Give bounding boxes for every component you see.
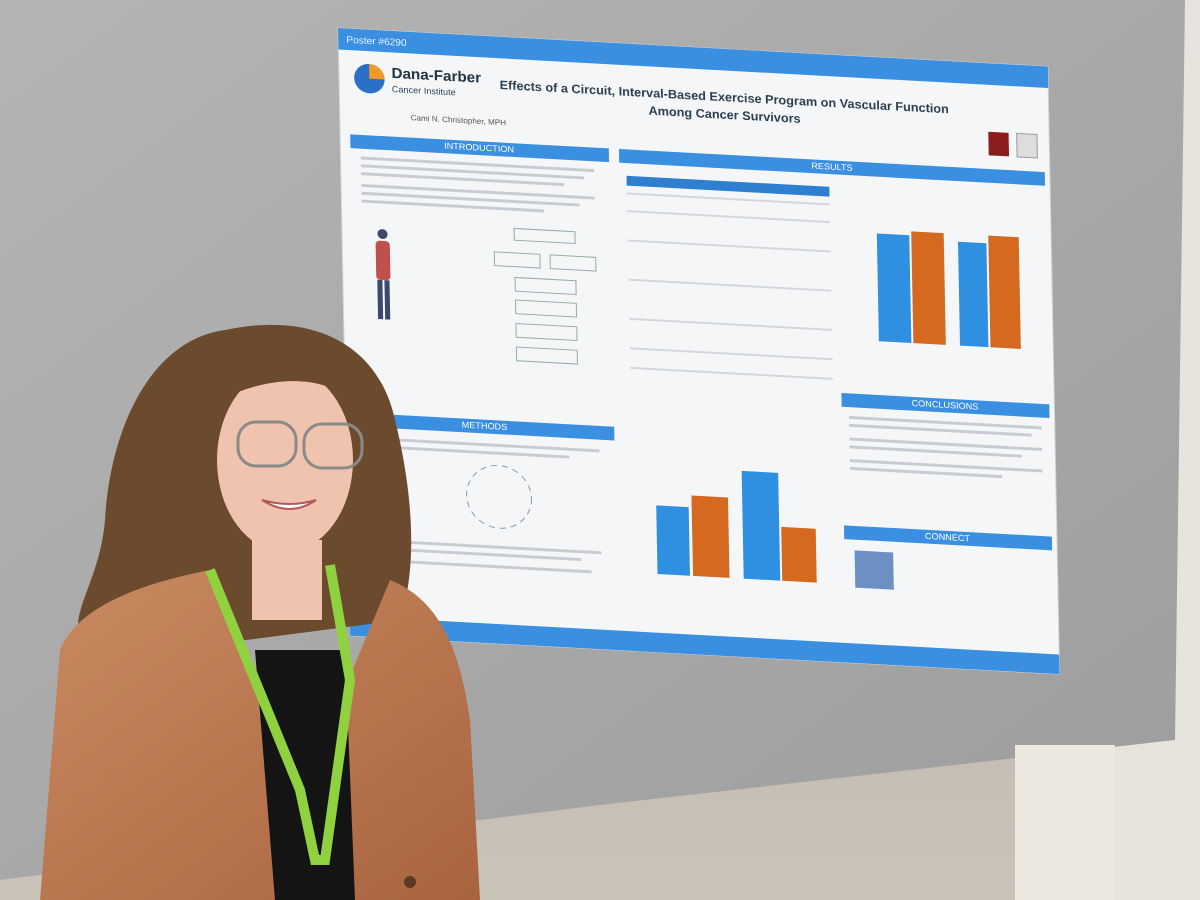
glasses bbox=[302, 422, 364, 470]
harvard-shield bbox=[988, 131, 1010, 157]
section-bar bbox=[618, 148, 1046, 186]
poster-number: Poster #6290 bbox=[346, 35, 407, 49]
hms-shield bbox=[1016, 132, 1038, 159]
diagram-boxes bbox=[493, 227, 597, 365]
poster: Poster #6290 Dana-Farber Cancer Institut… bbox=[337, 27, 1061, 675]
poster-footer-bar bbox=[349, 616, 1060, 675]
section-title: METHODS bbox=[462, 420, 508, 432]
section-title: INTRODUCTION bbox=[444, 141, 514, 155]
section-bar bbox=[355, 412, 615, 441]
body-figure bbox=[375, 229, 391, 320]
button bbox=[404, 876, 416, 888]
table-header bbox=[626, 175, 830, 197]
text-lines bbox=[848, 415, 1043, 479]
section-bar bbox=[841, 393, 1050, 419]
poster-chart bbox=[876, 231, 1021, 349]
qr-code bbox=[854, 550, 894, 590]
neck bbox=[252, 540, 322, 620]
person bbox=[40, 324, 480, 900]
lanyard bbox=[205, 564, 356, 865]
text-lines bbox=[360, 156, 595, 213]
text-lines bbox=[366, 436, 602, 574]
org-name: Dana-Farber bbox=[391, 65, 481, 87]
section-title: CONNECT bbox=[925, 531, 971, 543]
poster-header-bar bbox=[338, 28, 1049, 89]
glasses bbox=[236, 420, 298, 468]
jacket bbox=[40, 570, 480, 900]
smile bbox=[261, 499, 317, 510]
poster-chart bbox=[656, 470, 817, 583]
section-bar bbox=[350, 134, 610, 163]
section-title: CONCLUSIONS bbox=[911, 398, 978, 411]
hair-fringe bbox=[220, 343, 350, 400]
section-bar bbox=[843, 525, 1053, 551]
org-sub: Cancer Institute bbox=[392, 84, 456, 97]
board-stand bbox=[1015, 745, 1115, 900]
face bbox=[217, 368, 353, 552]
table-rows bbox=[626, 192, 834, 380]
circuit-diagram bbox=[466, 464, 532, 529]
logo-segment bbox=[369, 63, 385, 80]
section-title: RESULTS bbox=[811, 161, 853, 173]
